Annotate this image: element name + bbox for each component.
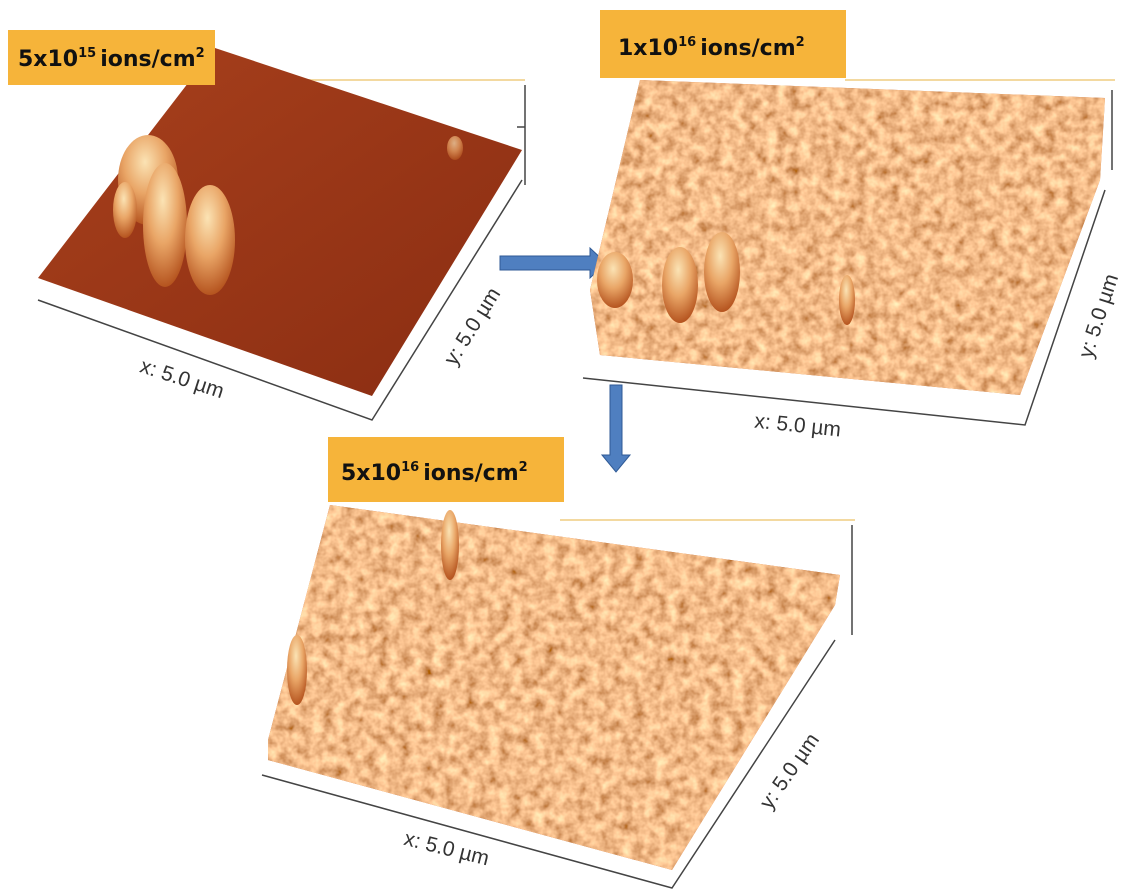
panel: x: 5.0 µm y: 5.0 µm 1x1016 ions/cm2 [582,10,1123,442]
axes [582,189,1106,426]
surface [38,48,522,396]
axes [37,179,523,421]
peak [839,275,855,325]
peak [287,635,307,705]
peak [704,232,740,312]
label-box [8,30,215,85]
surface-texture [268,505,840,870]
peak [143,163,187,287]
text-part: ions/cm [423,461,518,486]
x-axis-label: x: 5.0 µm [753,410,842,442]
panel: x: 5.0 µm y: 5.0 µm 5x1015 ions/cm2 [8,30,526,421]
dose-label: 1x1016 ions/cm2 [618,35,805,61]
label-box [328,437,564,502]
peak [113,182,137,238]
x-axis-label: x: 5.0 µm [402,827,492,870]
panel: x: 5.0 µm y: 5.0 µm 5x1016 ions/cm2 [261,437,855,889]
x-axis-label: x: 5.0 µm [137,354,227,403]
surface-texture [590,80,1105,395]
axes [261,639,836,889]
peak [597,252,633,308]
text-part: 5x10 [341,461,401,486]
dose-label: 5x1016 ions/cm2 [341,460,528,486]
arrow [499,246,607,280]
peak [662,247,698,323]
peak [441,510,459,580]
text-part: 15 [78,46,96,61]
text-part: ions/cm [100,47,195,72]
peak [447,136,463,160]
y-axis-label: y: 5.0 µm [1074,271,1123,361]
dose-label: 5x1015 ions/cm2 [18,46,205,72]
text-part: ions/cm [700,36,795,61]
text-part: 2 [196,46,205,61]
text-part: 5x10 [18,47,78,72]
y-axis-label: y: 5.0 µm [755,729,824,813]
label-box [600,10,846,78]
text-part: 1x10 [618,36,678,61]
text-part: 2 [796,35,805,50]
text-part: 2 [519,460,528,475]
peak [185,185,235,295]
arrow [600,384,632,473]
text-part: 16 [678,35,696,50]
text-part: 16 [401,460,419,475]
